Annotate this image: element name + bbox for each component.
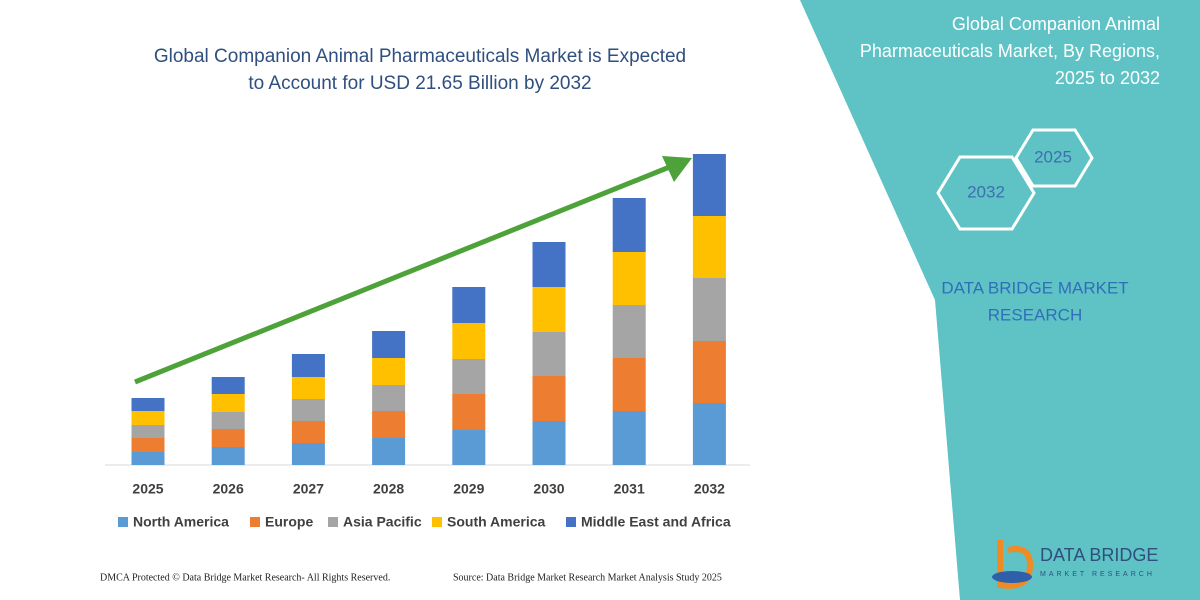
hexagon bbox=[1014, 128, 1094, 188]
hexagon-label: 2025 bbox=[1034, 147, 1072, 166]
trend-arrowhead bbox=[662, 156, 692, 182]
bar-segment bbox=[532, 376, 566, 421]
legend-swatch bbox=[432, 517, 442, 527]
brand-text: RESEARCH bbox=[988, 305, 1082, 324]
legend-label: North America bbox=[133, 514, 229, 530]
legend-label: South America bbox=[447, 514, 545, 530]
hexagon bbox=[936, 155, 1036, 231]
hexagon-label: 2032 bbox=[967, 182, 1005, 201]
bar-segment bbox=[291, 377, 325, 399]
legend-label: Europe bbox=[265, 514, 313, 530]
bar-segment bbox=[372, 331, 406, 358]
legend-label: Middle East and Africa bbox=[581, 514, 731, 530]
footer-text: DMCA Protected © Data Bridge Market Rese… bbox=[100, 572, 390, 583]
trend-arrow bbox=[134, 163, 673, 385]
bar-segment bbox=[532, 332, 566, 376]
bar-segment bbox=[291, 354, 325, 377]
bar-segment bbox=[452, 323, 486, 359]
bar-segment bbox=[211, 429, 245, 447]
x-tick-label: 2032 bbox=[694, 481, 725, 497]
legend-swatch bbox=[118, 517, 128, 527]
x-tick-label: 2025 bbox=[132, 481, 163, 497]
panel-title: 2025 to 2032 bbox=[1055, 68, 1160, 88]
bar-segment bbox=[131, 398, 165, 411]
bar-segment bbox=[612, 358, 646, 411]
footer-text: Source: Data Bridge Market Research Mark… bbox=[453, 572, 722, 583]
bar-segment bbox=[131, 411, 165, 425]
bar-segment bbox=[131, 425, 165, 438]
panel-title: Global Companion Animal bbox=[952, 14, 1160, 34]
x-tick-label: 2031 bbox=[614, 481, 645, 497]
bar-segment bbox=[131, 452, 165, 465]
bar-segment bbox=[452, 287, 486, 323]
bar-segment bbox=[211, 412, 245, 429]
x-tick-label: 2028 bbox=[373, 481, 404, 497]
bar-segment bbox=[532, 242, 566, 287]
x-tick-label: 2027 bbox=[293, 481, 324, 497]
chart-title: to Account for USD 21.65 Billion by 2032 bbox=[248, 73, 591, 94]
bar-segment bbox=[532, 421, 566, 465]
logo-tagline: MARKET RESEARCH bbox=[1040, 571, 1155, 578]
bar-segment bbox=[131, 438, 165, 452]
bar-segment bbox=[211, 447, 245, 465]
bar-segment bbox=[452, 430, 486, 465]
bar-segment bbox=[692, 216, 726, 278]
side-panel bbox=[800, 0, 1200, 600]
chart-title: Global Companion Animal Pharmaceuticals … bbox=[154, 46, 686, 67]
bar-segment bbox=[612, 198, 646, 252]
bar-segment bbox=[692, 341, 726, 403]
bar-segment bbox=[211, 377, 245, 394]
bar-segment bbox=[612, 305, 646, 358]
bar-segment bbox=[452, 359, 486, 394]
bar-segment bbox=[372, 385, 406, 411]
bar-segment bbox=[372, 358, 406, 385]
legend-swatch bbox=[566, 517, 576, 527]
bar-segment bbox=[372, 411, 406, 438]
x-tick-label: 2026 bbox=[213, 481, 244, 497]
brand-text: DATA BRIDGE MARKET bbox=[941, 278, 1128, 297]
bar-segment bbox=[692, 154, 726, 216]
bar-segment bbox=[692, 278, 726, 341]
logo-mark bbox=[997, 540, 1034, 589]
x-tick-label: 2030 bbox=[533, 481, 564, 497]
bar-segment bbox=[291, 399, 325, 421]
bar-segment bbox=[291, 421, 325, 443]
bar-segment bbox=[692, 403, 726, 465]
bar-segment bbox=[532, 287, 566, 332]
legend-label: Asia Pacific bbox=[343, 514, 422, 530]
bar-segment bbox=[612, 252, 646, 305]
logo-name: DATA BRIDGE bbox=[1040, 545, 1158, 565]
bar-segment bbox=[452, 394, 486, 430]
bar-segment bbox=[372, 438, 406, 465]
legend-swatch bbox=[250, 517, 260, 527]
bar-segment bbox=[211, 394, 245, 412]
logo-mark bbox=[992, 571, 1032, 583]
logo: DATA BRIDGE MARKET RESEARCH bbox=[992, 540, 1158, 589]
legend-swatch bbox=[328, 517, 338, 527]
bar-segment bbox=[291, 443, 325, 465]
bar-segment bbox=[612, 411, 646, 465]
x-tick-label: 2029 bbox=[453, 481, 484, 497]
panel-title: Pharmaceuticals Market, By Regions, bbox=[860, 41, 1160, 61]
